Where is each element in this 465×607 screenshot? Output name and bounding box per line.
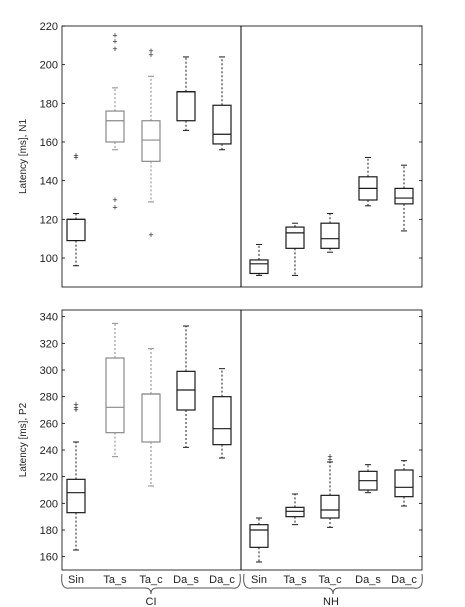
iqr-box bbox=[320, 494, 340, 519]
outlier-marker: + bbox=[112, 203, 117, 213]
y-tick-label: 260 bbox=[40, 418, 58, 430]
iqr-box bbox=[176, 91, 196, 122]
outlier-marker: + bbox=[112, 31, 117, 41]
outlier-marker: + bbox=[112, 195, 117, 205]
box-ci-ta-c: +++ bbox=[141, 46, 161, 240]
x-tick-label: Da_c bbox=[209, 574, 235, 586]
iqr-box bbox=[394, 187, 414, 205]
box-nh-da-c bbox=[394, 164, 414, 232]
box-nh-da-s bbox=[358, 464, 378, 494]
y-tick-label: 160 bbox=[40, 552, 58, 564]
box-nh-sin bbox=[249, 243, 269, 276]
y-tick-label: 120 bbox=[40, 214, 58, 226]
iqr-box bbox=[249, 259, 269, 275]
iqr-box bbox=[394, 469, 414, 498]
group-bracket-nh bbox=[243, 573, 423, 595]
box-nh-ta-s bbox=[285, 493, 305, 526]
group-label: NH bbox=[323, 596, 339, 607]
outlier-marker: + bbox=[327, 454, 332, 464]
x-tick-label: Sin bbox=[68, 574, 84, 586]
iqr-box bbox=[105, 110, 125, 143]
box-nh-sin bbox=[249, 517, 269, 563]
outlier-marker: + bbox=[148, 50, 153, 60]
box-ci-sin: ++ bbox=[66, 151, 86, 267]
box-ci-da-s bbox=[176, 56, 196, 131]
y-tick-label: 240 bbox=[40, 445, 58, 457]
iqr-box bbox=[285, 226, 305, 249]
outlier-marker: + bbox=[73, 405, 78, 415]
y-tick-label: 280 bbox=[40, 392, 58, 404]
y-tick-label: 300 bbox=[40, 365, 58, 377]
iqr-box bbox=[176, 370, 196, 411]
y-tick-label: 140 bbox=[40, 176, 58, 188]
x-tick-label: Da_s bbox=[355, 574, 381, 586]
iqr-box bbox=[212, 104, 232, 145]
box-nh-ta-s bbox=[285, 222, 305, 276]
box-nh-da-s bbox=[358, 156, 378, 207]
box-ci-da-c bbox=[212, 368, 232, 459]
box-nh-da-c bbox=[394, 460, 414, 507]
iqr-box bbox=[141, 120, 161, 162]
y-tick-label: 200 bbox=[40, 498, 58, 510]
iqr-box bbox=[66, 478, 86, 514]
x-tick-label: Sin bbox=[251, 574, 267, 586]
outlier-marker: + bbox=[73, 152, 78, 162]
group-label: CI bbox=[146, 596, 157, 607]
y-axis-label: Latency [ms], P2 bbox=[18, 402, 29, 477]
outlier-marker: + bbox=[148, 230, 153, 240]
x-tick-label: Da_s bbox=[173, 574, 199, 586]
iqr-box bbox=[105, 357, 125, 434]
box-nh-ta-c bbox=[320, 213, 340, 253]
box-ci-da-s bbox=[176, 325, 196, 448]
outlier-marker: + bbox=[73, 151, 78, 161]
x-tick-label: Ta_c bbox=[139, 574, 163, 586]
y-tick-label: 340 bbox=[40, 312, 58, 324]
box-ci-ta-s bbox=[105, 322, 125, 458]
plot-frame bbox=[61, 309, 423, 571]
box-ci-ta-s: +++++ bbox=[105, 31, 125, 213]
group-bracket-ci bbox=[61, 573, 241, 595]
outlier-marker: + bbox=[112, 44, 117, 54]
iqr-box bbox=[141, 393, 161, 443]
iqr-box bbox=[249, 524, 269, 548]
x-tick-label: Ta_s bbox=[283, 574, 307, 586]
plot-frame bbox=[61, 25, 423, 288]
chart-panel: 160 180 200 220 240 260 280 300 320 340 Latency [m… bbox=[18, 309, 423, 571]
y-tick-label: 180 bbox=[40, 98, 58, 110]
outlier-marker: + bbox=[148, 46, 153, 56]
y-tick-label: 100 bbox=[40, 253, 58, 265]
x-tick-label: Ta_s bbox=[103, 574, 127, 586]
iqr-box bbox=[285, 506, 305, 518]
box-ci-ta-c bbox=[141, 348, 161, 487]
x-tick-label: Ta_c bbox=[318, 574, 342, 586]
iqr-box bbox=[320, 222, 340, 249]
box-ci-sin: +++ bbox=[66, 400, 86, 551]
y-tick-label: 320 bbox=[40, 338, 58, 350]
iqr-box bbox=[66, 218, 86, 242]
box-nh-ta-c: ++ bbox=[320, 452, 340, 528]
outlier-marker: + bbox=[73, 402, 78, 412]
y-axis-label: Latency [ms], N1 bbox=[18, 119, 29, 194]
y-tick-label: 200 bbox=[40, 60, 58, 72]
outlier-marker: + bbox=[73, 400, 78, 410]
outlier-marker: + bbox=[327, 452, 332, 462]
iqr-box bbox=[212, 396, 232, 446]
y-tick-label: 220 bbox=[40, 472, 58, 484]
y-tick-label: 160 bbox=[40, 137, 58, 149]
x-tick-label: Da_c bbox=[391, 574, 417, 586]
y-tick-label: 180 bbox=[40, 525, 58, 537]
outlier-marker: + bbox=[112, 36, 117, 46]
y-tick-label: 220 bbox=[40, 21, 58, 33]
box-ci-da-c bbox=[212, 56, 232, 151]
